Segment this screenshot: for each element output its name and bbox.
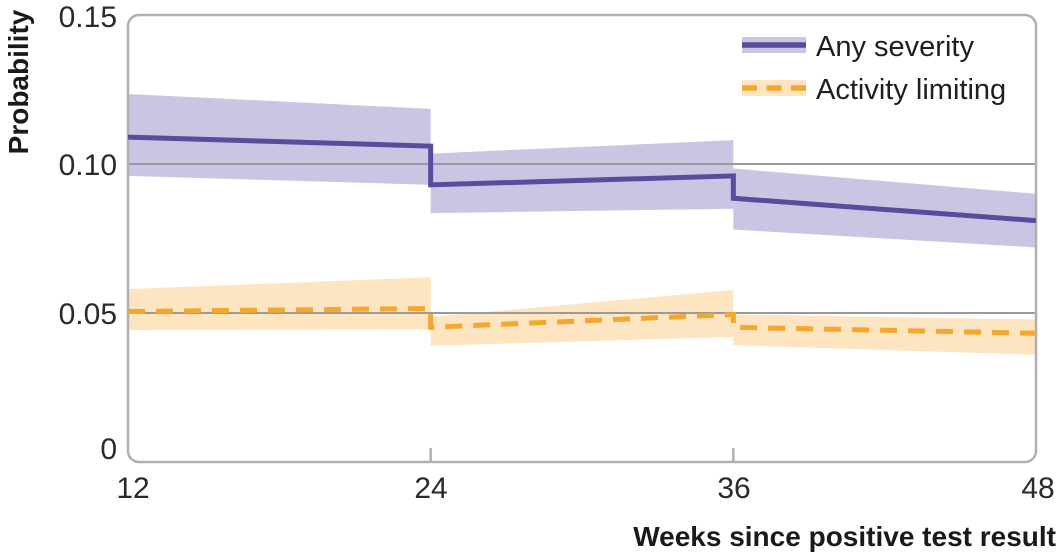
legend: Any severity Activity limiting [742,31,1006,106]
legend-label-any-severity: Any severity [816,31,974,63]
legend-label-activity-limiting: Activity limiting [816,74,1006,106]
series-lines-layer [127,134,1037,336]
y-tick-label: 0.05 [59,298,117,331]
confidence-band [128,277,431,330]
x-tick-label: 48 [1021,472,1054,505]
confidence-band [430,290,734,346]
x-tick-label: 24 [414,472,447,505]
gridlines-layer [128,163,1036,314]
y-tick-label: 0.15 [59,1,117,34]
confidence-bands-layer [128,93,1036,355]
y-tick-label: 0.10 [59,149,117,182]
axis-ticks-layer [429,448,735,461]
series-line [127,306,1037,336]
x-axis-title: Weeks since positive test result [633,521,1056,552]
y-tick-label: 0 [100,433,117,466]
y-axis-title: Probability [3,9,34,154]
confidence-band [733,314,1036,355]
confidence-band [430,140,734,214]
x-tick-label: 12 [116,472,149,505]
plot-area-border [126,13,1038,464]
series-line [127,134,1037,224]
x-tick-label: 36 [717,472,750,505]
